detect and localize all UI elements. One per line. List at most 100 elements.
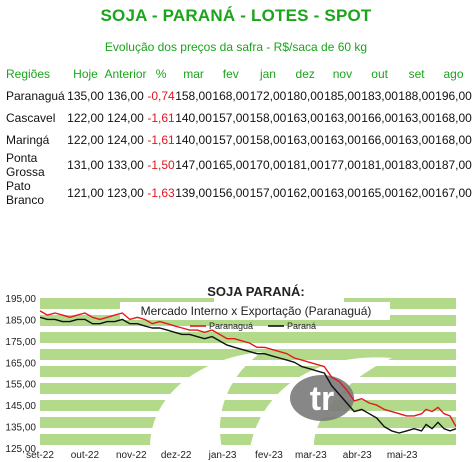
chart-subtitle: Mercado Interno x Exportação (Paranaguá) [141,304,372,318]
table-cell-jan: 157,00 [249,186,287,200]
table-row: Cascavel 122,00 124,00 -1,61 140,00 157,00 158… [0,107,472,129]
x-tick-label: mai-23 [387,450,418,461]
table-cell-mar: 140,00 [175,111,212,125]
y-tick-label: 135,00 [5,423,36,434]
y-tick-label: 155,00 [5,380,36,391]
watermark-logo: tr [290,375,354,421]
col-header-out: out [371,67,388,81]
col-header-fev: fev [222,67,239,81]
table-cell-fev: 156,00 [212,186,250,200]
table-row: Pato Branco 121,00 123,00 -1,63 139,00 156,00… [0,179,472,207]
table-cell-pct: -1,63 [147,186,175,200]
x-tick-label: set-22 [26,450,54,461]
table-cell-out: 165,00 [361,186,398,200]
y-tick-label: 145,00 [5,401,36,412]
table-row: Paranaguá 135,00 136,00 -0,74 158,00 168,00 17… [0,85,472,107]
table-cell-fev: 165,00 [212,158,250,172]
table-cell-set: 163,00 [398,133,435,147]
table-cell-pct: -1,61 [147,133,175,147]
chart-title-backdrop [214,284,344,302]
table-cell-set: 183,00 [398,158,435,172]
x-tick-label: dez-22 [161,450,192,461]
table-cell-mar: 140,00 [175,133,212,147]
table-cell-hoje: 135,00 [67,89,104,103]
table-cell-anterior: 124,00 [107,111,144,125]
table-cell-region: Paranaguá [6,89,65,103]
legend-label: Paranaguá [209,321,253,331]
series-line-parana [40,316,456,434]
table-cell-region: Pato Branco [6,179,45,207]
table-cell-ago: 196,00 [435,89,472,103]
y-tick-label: 125,00 [5,444,36,455]
chart-title: SOJA PARANÁ: [207,284,305,299]
table-cell-mar: 139,00 [175,186,212,200]
x-tick-label: fev-23 [255,450,283,461]
table-cell-region: Ponta Grossa [6,151,45,179]
y-tick-label: 185,00 [5,315,36,326]
table-cell-nov: 185,00 [324,89,361,103]
background-stripe [40,400,456,411]
price-chart: tr SOJA PARANÁ: Mercado Interno x Export… [5,284,456,461]
col-header-regioes: Regiões [6,67,51,81]
table-cell-set: 162,00 [398,186,435,200]
table-cell-nov: 177,00 [324,158,361,172]
x-tick-label: abr-23 [343,450,372,461]
x-tick-label: nov-22 [116,450,147,461]
table-cell-mar: 158,00 [175,89,212,103]
table-cell-pct: -0,74 [147,89,175,103]
table-cell-region: Cascavel [6,111,56,125]
table-cell-dez: 163,00 [286,133,324,147]
table-cell-dez: 181,00 [286,158,324,172]
table-cell-ago: 168,00 [435,133,472,147]
col-header-set: set [408,67,425,81]
table-cell-mar: 147,00 [175,158,212,172]
col-header-ago: ago [443,67,464,81]
col-header-dez: dez [295,67,315,81]
prices-table: Regiões Hoje Anterior % mar fev jan dez … [0,63,472,207]
table-row: Maringá 122,00 124,00 -1,61 140,00 157,00 158,… [0,129,472,151]
table-cell-anterior: 124,00 [107,133,144,147]
series-layer [40,310,456,434]
col-header-hoje: Hoje [73,67,98,81]
x-tick-label: mar-23 [295,450,327,461]
table-cell-dez: 163,00 [286,111,324,125]
table-cell-jan: 170,00 [249,158,287,172]
table-cell-jan: 158,00 [249,111,287,125]
page-title: SOJA - PARANÁ - LOTES - SPOT [100,6,372,25]
table-cell-set: 188,00 [398,89,435,103]
background-stripe [40,332,456,343]
table-cell-set: 163,00 [398,111,435,125]
page-subtitle: Evolução dos preços da safra - R$/saca d… [104,40,368,54]
col-header-nov: nov [332,67,353,81]
table-cell-anterior: 133,00 [107,158,144,172]
table-cell-pct: -1,50 [147,158,175,172]
table-cell-hoje: 122,00 [67,111,104,125]
table-row: Ponta Grossa 131,00 133,00 -1,50 147,00 165,0… [0,151,472,179]
series-line-paranagua [40,310,456,427]
y-tick-label: 175,00 [5,337,36,348]
background-stripe [40,417,456,428]
chart-subtitle-backdrop [120,302,390,320]
background-stripe [40,366,456,377]
col-header-anterior: Anterior [104,67,147,81]
table-cell-out: 183,00 [361,89,398,103]
table-cell-out: 166,00 [361,111,398,125]
table-cell-hoje: 131,00 [67,158,104,172]
table-cell-ago: 187,00 [435,158,472,172]
table-cell-nov: 163,00 [324,186,361,200]
table-cell-anterior: 136,00 [107,89,144,103]
table-cell-nov: 163,00 [324,111,361,125]
table-cell-dez: 180,00 [286,89,324,103]
table-cell-jan: 158,00 [249,133,287,147]
table-cell-out: 166,00 [361,133,398,147]
table-header-row: Regiões Hoje Anterior % mar fev jan dez … [0,63,472,85]
col-header-mar: mar [183,67,204,81]
table-cell-fev: 157,00 [212,111,250,125]
table-cell-hoje: 122,00 [67,133,104,147]
background-stripe [40,383,456,394]
table-cell-region: Maringá [6,133,50,147]
background-stripe [40,315,456,326]
y-axis: 125,00 135,00 145,00 155,00 165,00 175,00 185,… [5,294,36,455]
chart-legend: Paranaguá Paraná [190,321,316,331]
table-cell-pct: -1,61 [147,111,175,125]
